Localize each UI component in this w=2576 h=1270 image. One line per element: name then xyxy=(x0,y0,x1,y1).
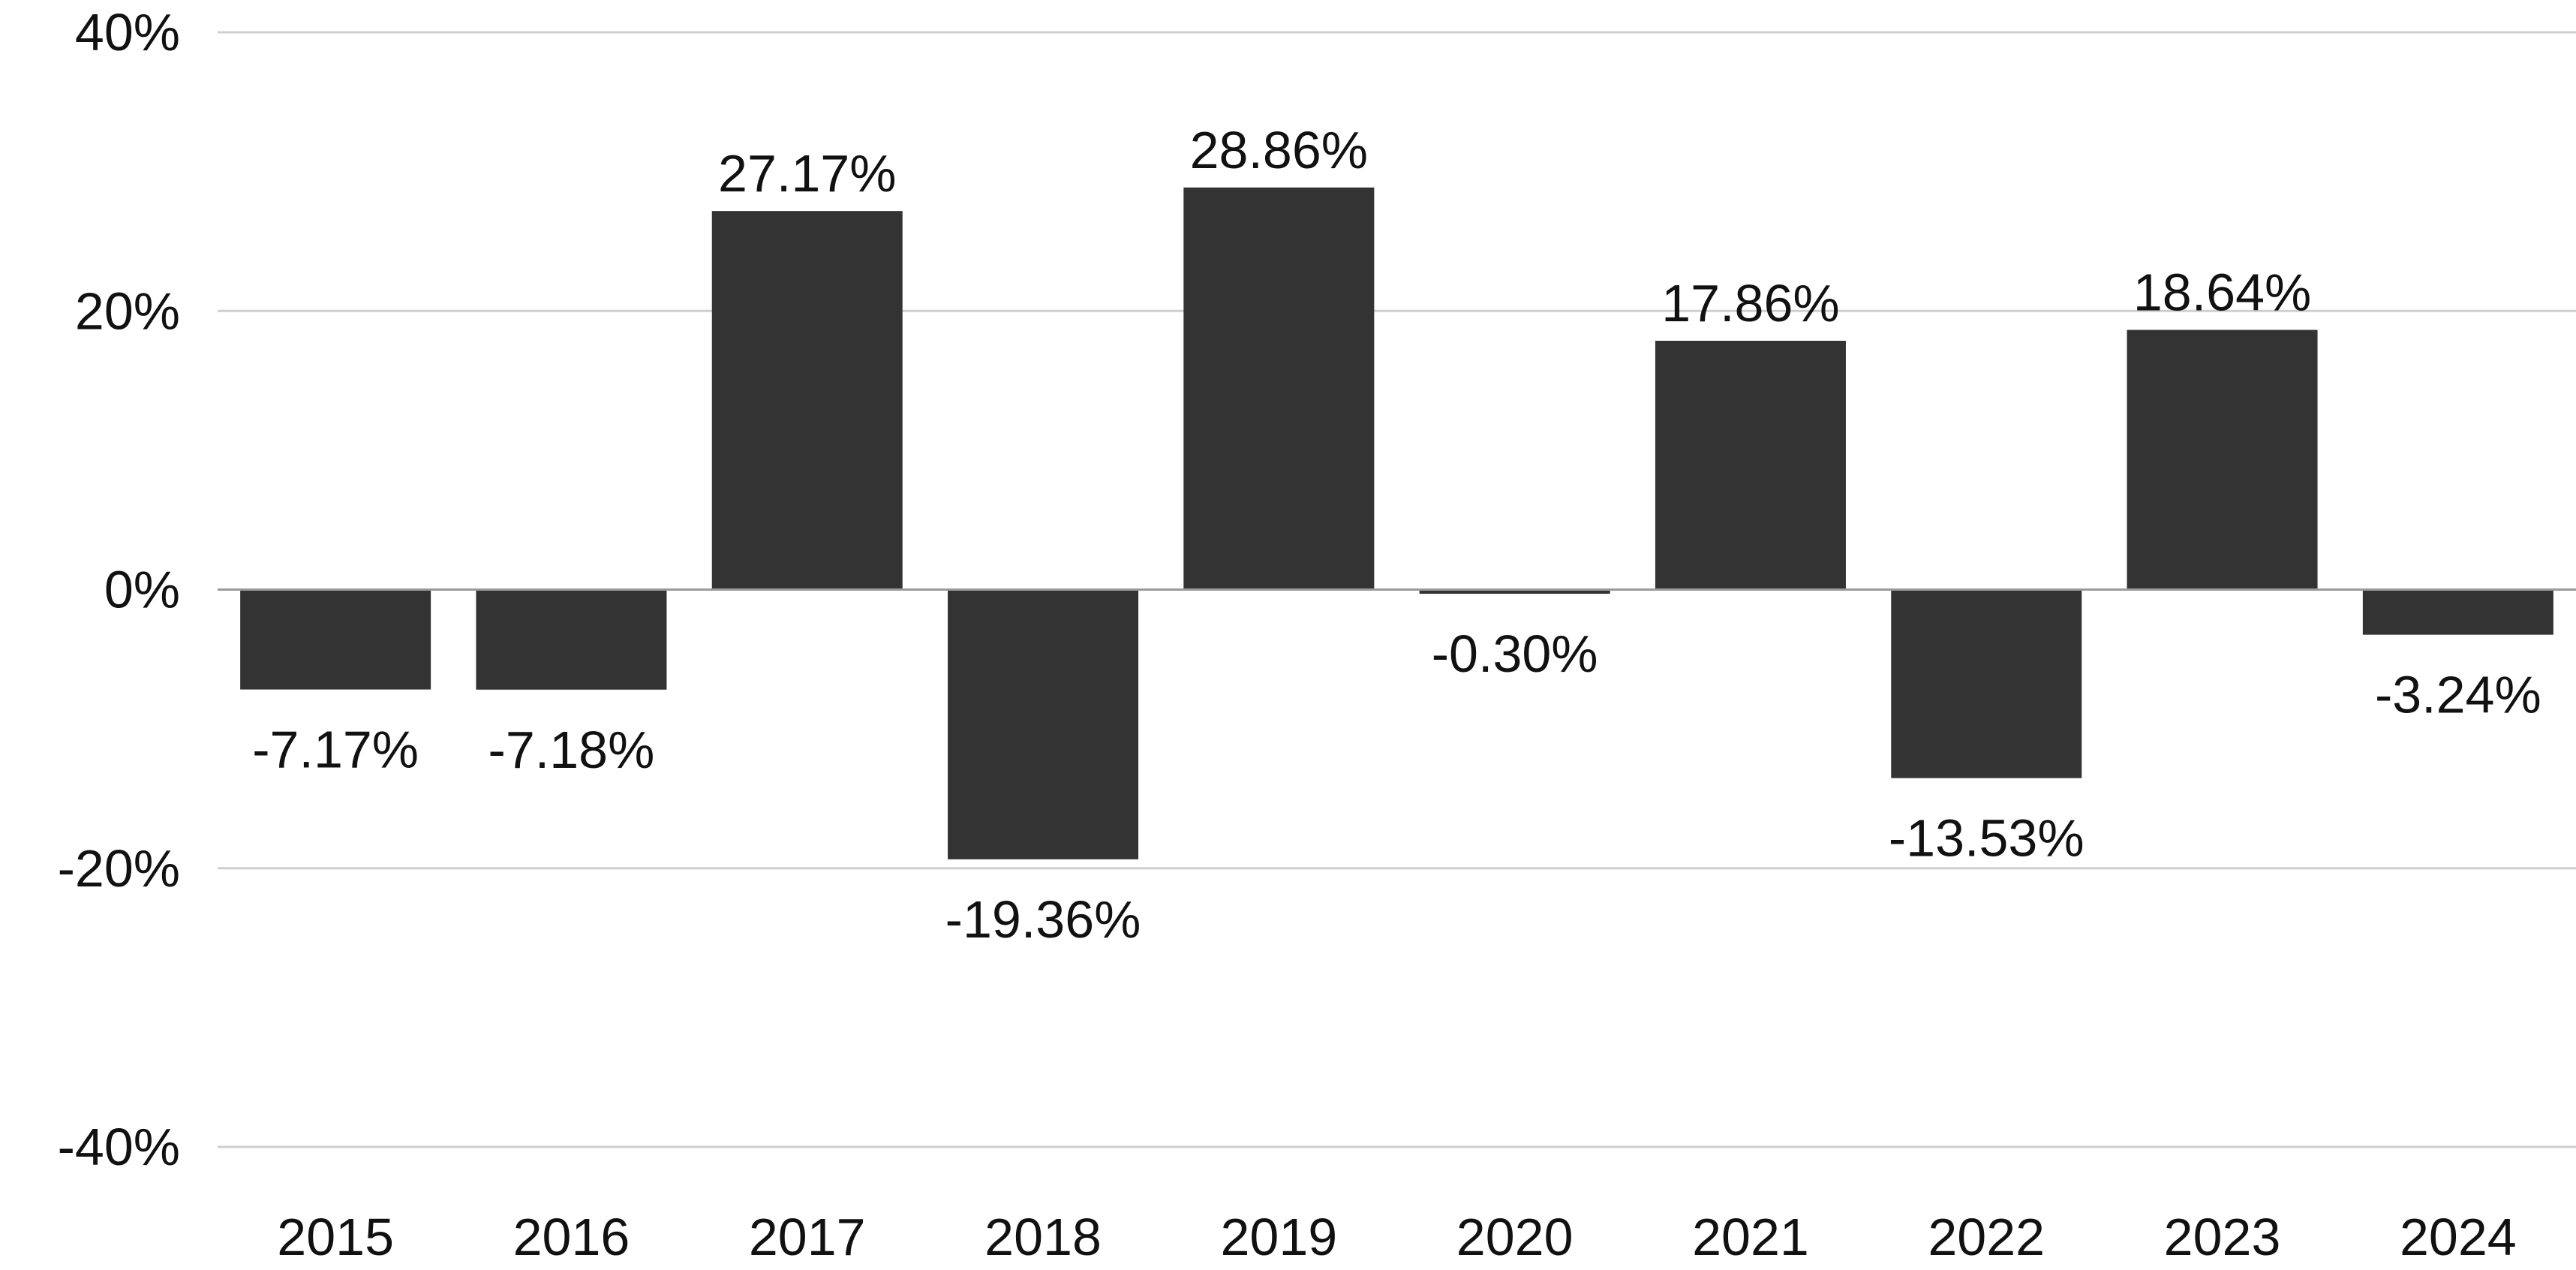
y-tick-label: 40% xyxy=(75,3,180,62)
data-label: 28.86% xyxy=(1190,121,1368,179)
bar-2020 xyxy=(1419,589,1610,594)
data-label: -19.36% xyxy=(945,890,1141,949)
data-label: 18.64% xyxy=(2133,263,2311,321)
bars xyxy=(240,187,2553,859)
x-tick-label: 2024 xyxy=(2400,1208,2517,1266)
x-tick-label: 2021 xyxy=(1692,1208,1809,1266)
data-label: -7.18% xyxy=(488,721,655,779)
data-label: -3.24% xyxy=(2375,666,2541,724)
y-tick-label: 20% xyxy=(75,281,180,340)
x-tick-label: 2022 xyxy=(1928,1208,2045,1266)
gridlines xyxy=(218,31,2576,1148)
data-label: 27.17% xyxy=(718,144,896,203)
y-tick-label: 0% xyxy=(104,561,180,619)
data-label: -13.53% xyxy=(1889,809,2085,868)
y-axis-tick-labels: 40% 20% 0% -20% -40% xyxy=(58,3,180,1176)
bar-2015 xyxy=(240,589,431,690)
x-tick-label: 2015 xyxy=(277,1208,394,1266)
x-tick-label: 2016 xyxy=(513,1208,630,1266)
bar-2017 xyxy=(711,211,903,590)
bar-2023 xyxy=(2127,330,2318,590)
y-tick-label: -40% xyxy=(58,1118,180,1176)
bar-2021 xyxy=(1655,340,1846,590)
bar-2016 xyxy=(476,589,667,690)
bar-2018 xyxy=(948,589,1139,859)
y-tick-label: -20% xyxy=(58,839,180,898)
x-axis-tick-labels: 2015 2016 2017 2018 2019 2020 2021 2022 2023 2024 xyxy=(277,1208,2516,1266)
bar-data-labels: -7.17% -7.18% 27.17% -19.36% 28.86% -0.30% 17.… xyxy=(252,121,2541,949)
data-label: -0.30% xyxy=(1432,624,1598,683)
x-tick-label: 2017 xyxy=(749,1208,866,1266)
bar-2019 xyxy=(1183,187,1375,590)
data-label: -7.17% xyxy=(252,721,419,779)
bar-2022 xyxy=(1891,589,2082,778)
data-label: 17.86% xyxy=(1661,274,1839,333)
x-tick-label: 2019 xyxy=(1220,1208,1337,1266)
x-tick-label: 2020 xyxy=(1456,1208,1574,1266)
bar-2024 xyxy=(2362,589,2553,635)
x-tick-label: 2018 xyxy=(984,1208,1102,1266)
x-tick-label: 2023 xyxy=(2164,1208,2281,1266)
